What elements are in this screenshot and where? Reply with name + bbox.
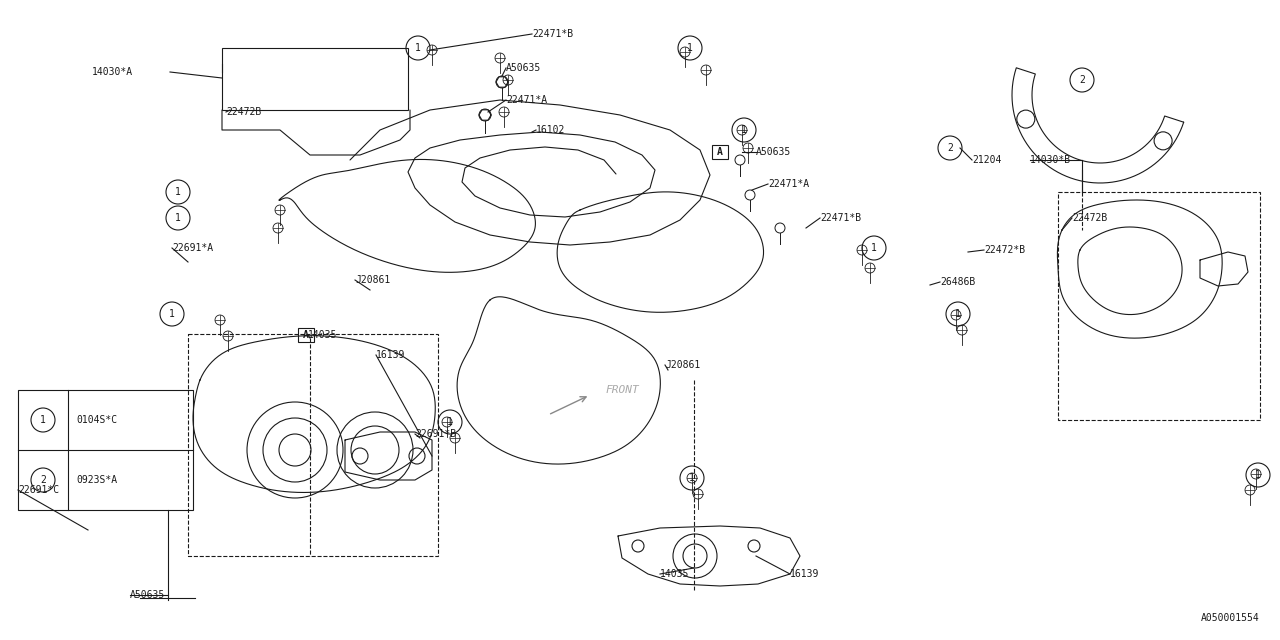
Text: 1: 1 [1256,470,1261,480]
Text: 22472B: 22472B [227,107,261,117]
Text: 22471*B: 22471*B [820,213,861,223]
Text: 1: 1 [415,43,421,53]
Text: 22471*A: 22471*A [768,179,809,189]
Text: 1: 1 [40,415,46,425]
Text: 1: 1 [955,309,961,319]
Text: 1: 1 [687,43,692,53]
Text: 1: 1 [169,309,175,319]
Text: 22472*B: 22472*B [984,245,1025,255]
Bar [221,48,408,110]
Text: 0104S*C: 0104S*C [76,415,118,425]
Text: 1: 1 [175,213,180,223]
Text: A50635: A50635 [506,63,541,73]
Text: J20861: J20861 [666,360,700,370]
Text: 14030*B: 14030*B [1030,155,1071,165]
Text: A50635: A50635 [131,590,165,600]
Text: 16102: 16102 [536,125,566,135]
Text: 1: 1 [689,473,695,483]
Bar [1059,192,1260,420]
Text: A: A [717,147,723,157]
Text: 14030*A: 14030*A [92,67,133,77]
Bar [18,390,193,510]
Text: 16139: 16139 [376,350,406,360]
Text: 22471*A: 22471*A [506,95,547,105]
Text: 26486B: 26486B [940,277,975,287]
Text: 22472B: 22472B [1073,213,1107,223]
Text: 16139: 16139 [790,569,819,579]
Text: 1: 1 [447,417,453,427]
Text: A: A [303,330,308,340]
Text: 1: 1 [872,243,877,253]
Text: A50635: A50635 [756,147,791,157]
Text: 21204: 21204 [972,155,1001,165]
Text: 14035: 14035 [660,569,690,579]
Text: 1: 1 [741,125,748,135]
Text: 1: 1 [175,187,180,197]
Text: 22691*C: 22691*C [18,485,59,495]
Text: J20861: J20861 [355,275,390,285]
Text: 2: 2 [947,143,952,153]
Text: 2: 2 [40,475,46,485]
Text: FRONT: FRONT [605,385,639,395]
Text: 22471*B: 22471*B [532,29,573,39]
Bar [298,328,314,342]
Text: 22691*A: 22691*A [172,243,214,253]
Text: A050001554: A050001554 [1201,613,1260,623]
Text: 0923S*A: 0923S*A [76,475,118,485]
Bar [188,334,438,556]
Bar [712,145,728,159]
Text: 14035: 14035 [308,330,338,340]
Text: 2: 2 [1079,75,1085,85]
Text: 22691*B: 22691*B [415,429,456,439]
